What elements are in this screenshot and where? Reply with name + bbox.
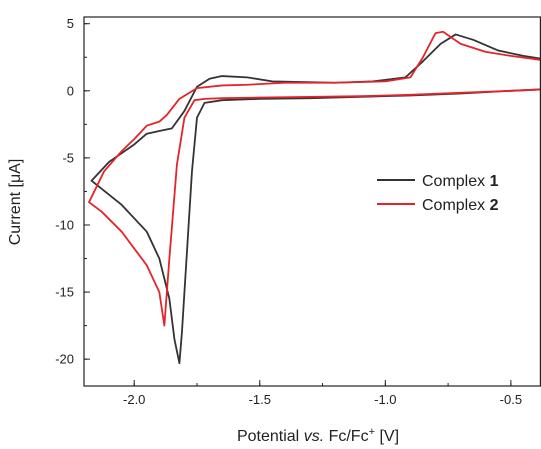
plot-frame [83,16,541,387]
series-layer [88,30,541,365]
y-tick-label: 5 [67,16,74,31]
y-tick-label: 0 [67,83,74,98]
x-tick-label: -1.5 [249,392,271,407]
x-tick-label: -0.5 [500,392,522,407]
legend: Complex 1 Complex 2 [377,173,499,214]
x-axis-title: Potential vs. Fc/Fc+ [V] [237,426,399,445]
series-line-complex-2 [88,30,541,327]
legend-label-complex-2: Complex 2 [422,197,499,214]
y-tick-label: -15 [55,285,74,300]
legend-label-complex-1: Complex 1 [422,173,499,190]
y-tick-label: -10 [55,217,74,232]
x-tick-label: -2.0 [123,392,145,407]
y-tick-label: -20 [55,352,74,367]
x-tick-label: -1.0 [374,392,396,407]
series-line-complex-1 [90,33,541,365]
y-tick-label: -5 [62,150,74,165]
axes-layer: -2.0 -1.5 -1.0 -0.5 5 0 -5 -10 -15 -20 [55,16,522,407]
y-axis-title: Current [μA] [7,159,24,246]
